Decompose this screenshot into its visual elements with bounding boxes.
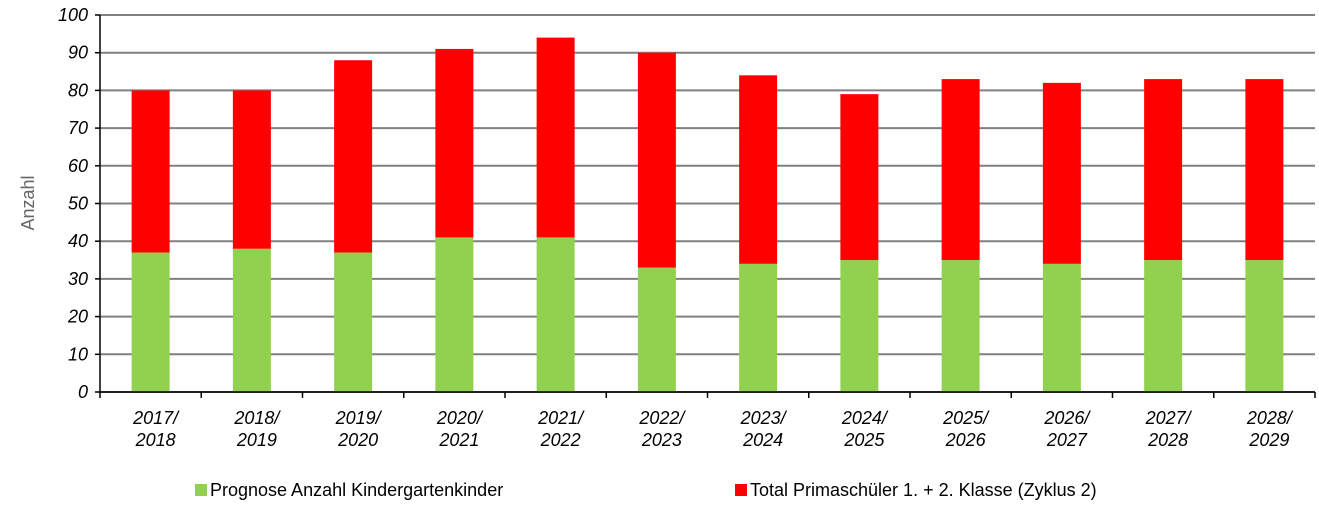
x-tick-label: 2020/2021: [436, 408, 484, 450]
x-tick-label: 2021/2022: [537, 408, 585, 450]
bar-segment: [1144, 260, 1183, 392]
legend-swatch: [195, 484, 207, 496]
bar-segment: [334, 60, 373, 253]
x-tick-label: 2019/2020: [335, 408, 383, 450]
y-tick-label: 0: [78, 382, 88, 402]
bar-segment: [131, 252, 170, 392]
bar-segment: [1042, 82, 1081, 264]
y-tick-label: 60: [68, 156, 88, 176]
x-tick-label: 2024/2025: [841, 408, 889, 450]
bar-segment: [232, 248, 271, 392]
y-tick-label: 30: [68, 269, 88, 289]
y-tick-label: 100: [58, 5, 88, 25]
bar-segment: [232, 90, 271, 249]
x-tick-label: 2018/2019: [233, 408, 281, 450]
x-tick-label: 2022/2023: [638, 408, 686, 450]
legend-label: Prognose Anzahl Kindergartenkinder: [210, 480, 503, 500]
bar-segment: [1042, 263, 1081, 392]
bar-segment: [536, 237, 575, 392]
bar-segment: [739, 263, 778, 392]
bar-segment: [637, 267, 676, 392]
bar-segment: [941, 260, 980, 392]
bar-segment: [131, 90, 170, 253]
bar-segment: [435, 237, 474, 392]
y-tick-label: 50: [68, 194, 88, 214]
legend-label: Total Primaschüler 1. + 2. Klasse (Zyklu…: [750, 480, 1097, 500]
y-tick-label: 70: [68, 118, 88, 138]
y-tick-label: 10: [68, 344, 88, 364]
x-tick-label: 2026/2027: [1043, 408, 1091, 450]
bar-segment: [840, 94, 879, 261]
bar-segment: [1245, 79, 1284, 261]
x-tick-label: 2027/2028: [1145, 408, 1193, 450]
y-tick-label: 90: [68, 43, 88, 63]
x-tick-label: 2025/2026: [942, 408, 990, 450]
y-tick-label: 20: [67, 307, 88, 327]
bar-segment: [637, 52, 676, 268]
legend-swatch: [735, 484, 747, 496]
x-tick-label: 2028/2029: [1246, 408, 1294, 450]
bar-segment: [840, 260, 879, 392]
bar-segment: [536, 37, 575, 238]
y-axis-label: Anzahl: [18, 175, 38, 230]
bar-segment: [1144, 79, 1183, 261]
y-tick-label: 40: [68, 231, 88, 251]
bar-segment: [1245, 260, 1284, 392]
bar-segment: [739, 75, 778, 264]
x-tick-label: 2023/2024: [740, 408, 788, 450]
bar-segment: [435, 48, 474, 238]
y-tick-label: 80: [68, 80, 88, 100]
bar-segment: [941, 79, 980, 261]
x-tick-label: 2017/2018: [132, 408, 180, 450]
bar-segment: [334, 252, 373, 392]
